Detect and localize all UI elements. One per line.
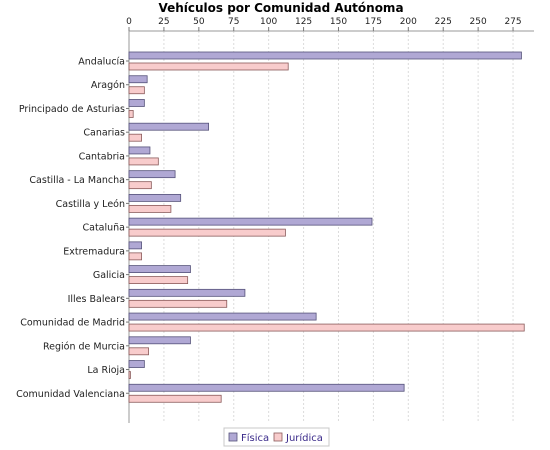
x-tick-label: 125 [295,17,312,27]
bar-fisica [128,288,246,297]
grid-lines [163,31,514,423]
bar-juridica [128,323,525,332]
bar-fisica [128,336,191,345]
category-label: Cantabria [79,151,125,162]
bar-fisica [128,170,176,179]
bar-juridica [128,133,142,142]
bar-juridica [128,347,149,356]
category-label: Castilla y León [56,199,125,210]
category-label: La Rioja [87,365,125,376]
bar-fisica [128,265,191,274]
category-label: Principado de Asturias [19,104,125,115]
x-tick-label: 150 [330,17,347,27]
chart-title: Vehículos por Comunidad Autónoma [158,1,403,15]
bar-fisica [128,122,210,131]
x-tick-label: 200 [400,17,417,27]
bar-juridica [128,276,189,285]
bar-fisica [128,383,405,392]
x-tick-label: 175 [365,17,382,27]
category-label: Extremadura [63,246,125,257]
bar-fisica [128,312,317,321]
bar-fisica [128,75,148,84]
bar-juridica [128,181,152,190]
bar-fisica [128,99,145,107]
y-axis-categories: Andalucía Aragón Principado de Asturias Can… [16,57,129,400]
bar-fisica [128,146,151,155]
category-label: Illes Balears [68,294,125,305]
bar-juridica [128,157,159,166]
legend-label: Física [241,432,269,444]
category-label: Comunidad de Madrid [20,318,125,329]
bar-juridica [128,371,131,379]
bar-juridica [128,299,228,308]
bar-juridica [128,86,145,95]
category-label: Galicia [93,270,125,281]
category-label: Aragón [91,80,125,91]
bar-juridica [128,252,142,261]
bar-fisica [128,217,373,226]
category-label: Comunidad Valenciana [16,389,125,400]
category-label: Castilla - La Mancha [29,175,125,186]
bar-fisica [128,241,142,250]
legend: Física Jurídica [223,427,330,447]
bar-juridica [128,394,222,403]
x-axis-ticks: 0 25 50 75 100 125 150 175 200 225 250 275 [126,17,522,31]
bar-juridica [128,228,286,237]
x-tick-label: 0 [126,17,132,27]
bar-fisica [128,193,182,202]
legend-label: Jurídica [285,432,323,444]
x-tick-label: 100 [260,17,277,27]
x-tick-label: 75 [228,17,239,27]
category-label: Andalucía [78,57,125,68]
x-tick-label: 25 [158,17,169,27]
x-tick-label: 225 [435,17,452,27]
bar-juridica [128,110,134,118]
legend-swatch [273,432,283,442]
bar-juridica [128,62,289,71]
bar-fisica [128,360,145,368]
axes [128,30,534,423]
x-tick-label: 50 [193,17,205,27]
x-tick-label: 250 [470,17,487,27]
bars [128,51,525,403]
category-label: Cataluña [82,223,125,234]
category-label: Región de Murcia [43,341,125,352]
legend-swatch [228,432,238,442]
category-label: Canarias [83,128,125,139]
bar-fisica [128,51,522,60]
bar-juridica [128,204,172,213]
x-tick-label: 275 [504,17,521,27]
